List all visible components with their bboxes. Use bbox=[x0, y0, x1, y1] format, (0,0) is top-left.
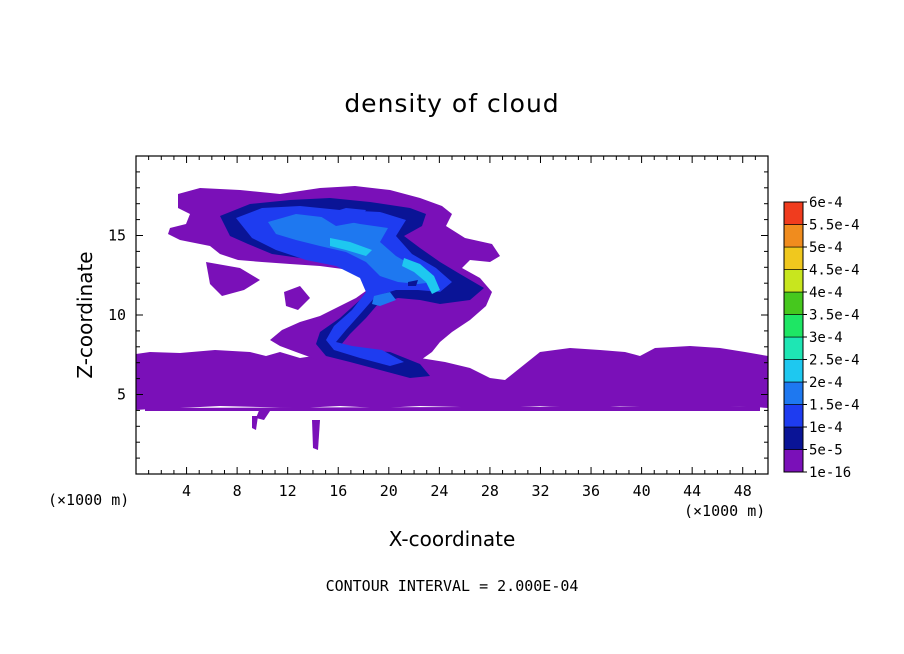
colorbar-label: 6e-4 bbox=[809, 195, 843, 211]
y-tick-label: 15 bbox=[108, 227, 126, 245]
x-axis-label: X-coordinate bbox=[389, 527, 516, 551]
colorbar-swatch bbox=[783, 269, 804, 293]
colorbar-swatch bbox=[783, 359, 804, 383]
y-axis-ticks: 5 10 15 bbox=[108, 171, 768, 459]
colorbar-swatch bbox=[783, 246, 804, 270]
x-tick-label: 8 bbox=[233, 482, 242, 500]
colorbar-swatch bbox=[783, 314, 804, 338]
x-tick-label: 48 bbox=[734, 482, 752, 500]
colorbar-swatch bbox=[783, 336, 804, 360]
x-unit-label-left: (×1000 m) bbox=[48, 491, 129, 509]
x-tick-label: 20 bbox=[380, 482, 398, 500]
colorbar-label: 1e-16 bbox=[809, 465, 851, 481]
colorbar-swatch bbox=[783, 404, 804, 428]
x-tick-label: 24 bbox=[430, 482, 448, 500]
x-unit-label-right: (×1000 m) bbox=[684, 502, 765, 520]
x-tick-label: 4 bbox=[182, 482, 191, 500]
x-tick-label: 16 bbox=[329, 482, 347, 500]
colorbar-swatch bbox=[783, 381, 804, 405]
colorbar-label: 1e-4 bbox=[809, 420, 843, 436]
y-tick-label: 5 bbox=[117, 386, 126, 404]
cloud-core-cyan bbox=[402, 258, 440, 294]
colorbar-swatch bbox=[783, 426, 804, 450]
colorbar-swatch bbox=[783, 449, 804, 473]
colorbar: 1e-16 5e-5 1e-4 1.5e-4 2e-4 2.5e-4 3e-4 3.5e-4 4… bbox=[783, 195, 860, 481]
contour-interval-note: CONTOUR INTERVAL = 2.000E-04 bbox=[326, 577, 579, 595]
colorbar-label: 5e-5 bbox=[809, 443, 843, 459]
colorbar-label: 5.5e-4 bbox=[809, 218, 860, 234]
colorbar-label: 4e-4 bbox=[809, 285, 843, 301]
x-axis-ticks: 4 8 12 16 20 24 28 32 36 40 44 48 bbox=[148, 156, 756, 500]
colorbar-label: 1.5e-4 bbox=[809, 398, 860, 414]
colorbar-swatch bbox=[783, 291, 804, 315]
lower-cloud-band bbox=[136, 346, 768, 410]
x-tick-label: 44 bbox=[683, 482, 701, 500]
colorbar-label: 2.5e-4 bbox=[809, 353, 860, 369]
cloud-core-blue bbox=[236, 206, 452, 366]
x-tick-label: 12 bbox=[279, 482, 297, 500]
density-field bbox=[136, 186, 768, 450]
colorbar-label: 5e-4 bbox=[809, 240, 843, 256]
x-tick-label: 32 bbox=[531, 482, 549, 500]
x-tick-label: 36 bbox=[582, 482, 600, 500]
x-tick-label: 40 bbox=[633, 482, 651, 500]
colorbar-label: 3.5e-4 bbox=[809, 308, 860, 324]
colorbar-label: 4.5e-4 bbox=[809, 263, 860, 279]
colorbar-label: 3e-4 bbox=[809, 330, 843, 346]
lower-band-bottom bbox=[145, 406, 760, 411]
y-axis-label: Z-coordinate bbox=[73, 251, 97, 378]
colorbar-swatch bbox=[783, 224, 804, 248]
x-tick-label: 28 bbox=[481, 482, 499, 500]
chart-title: density of cloud bbox=[344, 89, 559, 118]
colorbar-swatch bbox=[783, 201, 804, 225]
colorbar-label: 2e-4 bbox=[809, 375, 843, 391]
y-tick-label: 10 bbox=[108, 306, 126, 324]
